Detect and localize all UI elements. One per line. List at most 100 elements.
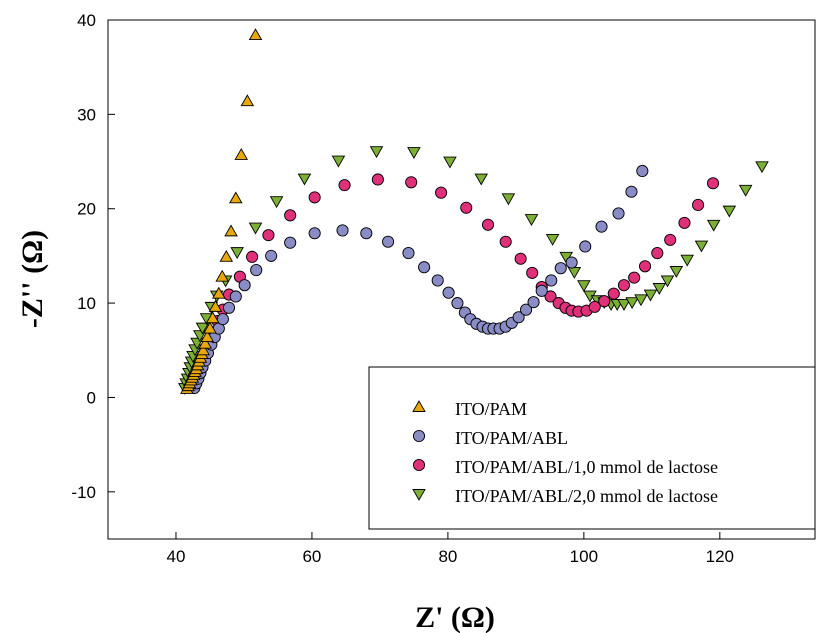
x-tick-label: 60: [302, 547, 321, 566]
data-point: [451, 297, 464, 310]
data-point: [442, 286, 455, 299]
data-point: [481, 218, 495, 231]
data-point: [598, 295, 611, 308]
y-tick-label: 30: [77, 105, 96, 124]
data-point: [628, 271, 641, 284]
data-point: [216, 313, 229, 326]
data-point: [625, 297, 639, 310]
x-tick-label: 40: [167, 547, 186, 566]
legend-label-lactose-1: ITO/PAM/ABL/1,0 mmol de lactose: [455, 457, 718, 477]
data-point: [215, 269, 229, 282]
data-point: [512, 311, 525, 324]
data-point: [545, 274, 558, 287]
data-point: [660, 275, 675, 288]
y-tick-label: -10: [71, 483, 96, 502]
data-point: [544, 290, 557, 303]
data-point: [565, 256, 578, 269]
data-point: [588, 300, 601, 313]
data-point: [203, 321, 217, 334]
data-point: [694, 240, 709, 253]
data-point: [284, 209, 297, 222]
data-point: [331, 155, 346, 168]
data-point: [651, 247, 664, 260]
data-point: [229, 290, 242, 303]
data-point: [431, 274, 444, 287]
data-point: [230, 247, 244, 260]
data-point: [205, 311, 220, 324]
data-point: [524, 214, 539, 227]
data-point: [520, 303, 533, 316]
series-1: [188, 164, 649, 395]
y-tick-label: 10: [77, 294, 96, 313]
data-point: [638, 260, 652, 273]
data-point: [474, 173, 488, 186]
data-point: [248, 28, 263, 41]
series-2: [183, 173, 720, 394]
data-point: [554, 262, 567, 275]
series-0: [180, 28, 263, 394]
data-point: [443, 156, 457, 169]
data-point: [738, 184, 753, 197]
data-point: [371, 173, 384, 186]
x-tick-label: 120: [706, 547, 734, 566]
data-point: [499, 235, 512, 248]
data-series: [178, 28, 769, 395]
data-point: [706, 219, 721, 232]
data-point: [535, 284, 548, 297]
x-tick-label: 100: [570, 547, 598, 566]
data-point: [360, 227, 373, 240]
data-point: [722, 205, 737, 218]
data-point: [212, 286, 226, 299]
data-point: [617, 299, 631, 311]
data-point: [595, 220, 608, 233]
data-point: [246, 250, 259, 263]
data-point: [248, 222, 263, 235]
data-point: [262, 229, 275, 242]
data-point: [196, 343, 210, 356]
legend-label-ito-pam: ITO/PAM: [455, 399, 527, 419]
data-point: [208, 299, 223, 312]
data-point: [680, 254, 694, 267]
data-point: [607, 287, 620, 300]
data-point: [222, 301, 236, 314]
data-point: [405, 176, 418, 189]
x-tick-label: 80: [438, 547, 457, 566]
data-point: [219, 249, 234, 262]
data-point: [567, 267, 582, 279]
data-point: [579, 240, 592, 253]
data-point: [234, 148, 249, 160]
data-point: [195, 322, 210, 335]
data-point: [692, 198, 705, 212]
legend-label-ito-pam-abl: ITO/PAM/ABL: [455, 428, 568, 448]
x-axis-title: Z' (Ω): [415, 601, 495, 633]
data-point: [382, 235, 395, 248]
data-point: [250, 264, 263, 277]
plot-frame: [107, 19, 816, 540]
data-point: [526, 266, 539, 279]
data-point: [308, 227, 321, 240]
data-point: [198, 336, 212, 349]
series-3: [178, 146, 769, 395]
data-point: [706, 177, 720, 190]
legend-marker: [412, 429, 426, 443]
data-point: [200, 330, 215, 343]
y-tick-label: 20: [77, 200, 96, 219]
data-point: [238, 279, 251, 292]
legend-marker: [412, 400, 426, 412]
data-point: [297, 173, 312, 186]
data-point: [284, 236, 297, 249]
data-point: [652, 283, 667, 295]
y-axis-title: -Z'' (Ω): [16, 230, 49, 328]
data-point: [229, 191, 243, 204]
data-point: [224, 224, 238, 237]
data-point: [669, 266, 684, 278]
axis-ticks: 40 60 80 100 120 -10 0 10 20 30 40: [71, 11, 734, 566]
data-point: [308, 191, 321, 204]
legend-markers: [412, 400, 426, 501]
data-point: [636, 164, 649, 178]
data-point: [514, 252, 527, 265]
data-point: [625, 185, 638, 198]
data-point: [643, 289, 658, 302]
y-tick-label: 0: [87, 388, 96, 407]
